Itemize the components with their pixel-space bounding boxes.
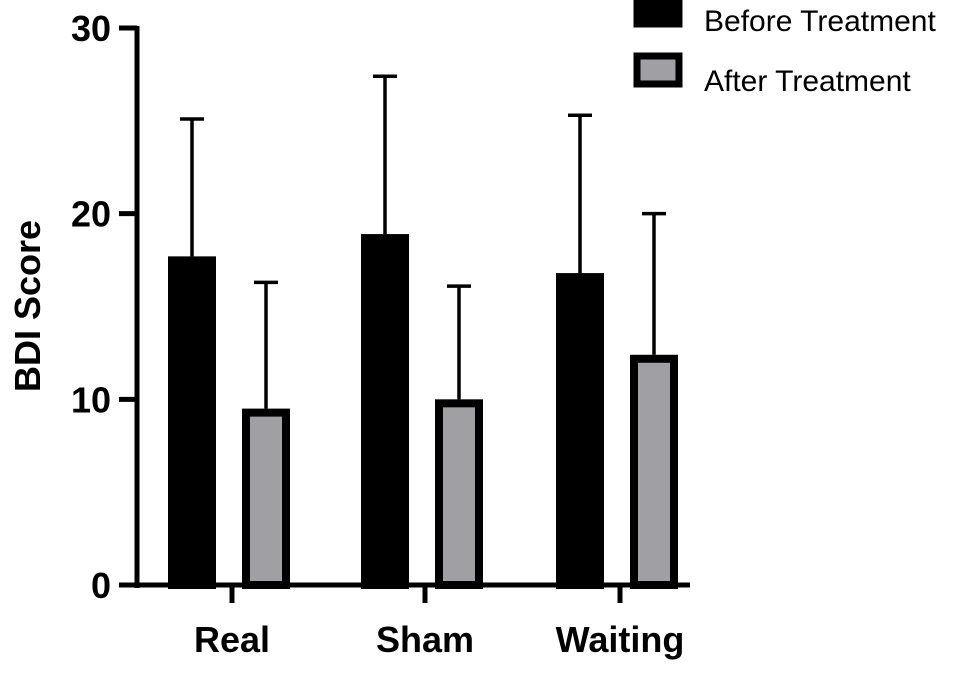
x-tick-label: Waiting [556,619,685,660]
y-tick-label: 30 [71,8,111,49]
y-tick-label: 0 [91,565,111,606]
x-tick-label: Real [194,619,270,660]
y-tick-label: 10 [71,379,111,420]
bar-after-treatment-waiting [630,354,678,590]
bar-after-treatment-sham [435,399,483,590]
legend-label: Before Treatment [704,5,936,38]
legend-swatch [633,0,683,28]
y-tick-label: 20 [71,194,111,235]
bar-after-treatment-real [242,408,290,589]
bar-before-treatment-sham [361,234,409,589]
x-tick-label: Sham [376,619,474,660]
bar-before-treatment-real [168,256,216,589]
bar-before-treatment-waiting [556,273,604,589]
y-axis-label: BDI Score [7,220,48,392]
legend-label: After Treatment [704,65,911,98]
legend-swatch [633,52,683,88]
